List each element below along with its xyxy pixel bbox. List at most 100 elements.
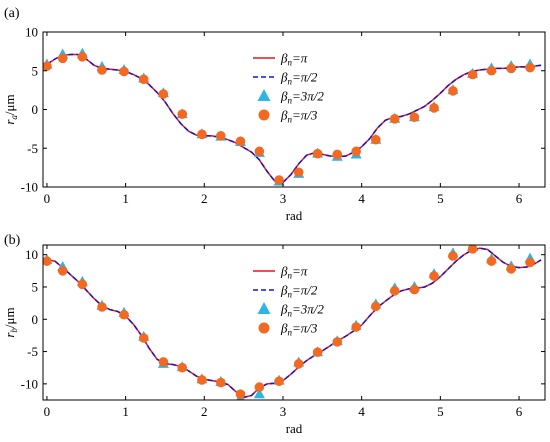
circle-marker	[409, 112, 420, 123]
circle-marker	[486, 65, 497, 76]
y-tick-label: 0	[32, 102, 39, 117]
legend-label-value: =3π/2	[292, 302, 324, 317]
legend-label-value: =π/3	[292, 321, 318, 336]
circle-marker	[138, 74, 149, 85]
legend-label-symbol: β	[280, 89, 288, 104]
panel-a: (a)0 1 2 3 4 5 6-10-50510radra/μmβn=πβn=π/2βn=…	[2, 6, 546, 223]
x-axis-label: rad	[286, 208, 303, 223]
legend-triangle-marker	[257, 302, 271, 314]
y-tick-label: -5	[27, 141, 38, 156]
legend-label-symbol: β	[280, 302, 288, 317]
series-line-pi2	[46, 247, 542, 399]
legend-label-value: =π/2	[292, 283, 318, 298]
legend-label-subscript: n	[287, 96, 292, 106]
legend-label-subscript: n	[287, 115, 292, 125]
y-tick-label: 0	[32, 312, 39, 327]
circle-marker	[235, 389, 246, 399]
circle-marker	[371, 301, 381, 312]
y-tick-label: 5	[32, 279, 39, 294]
legend-label-subscript: n	[287, 77, 292, 87]
circle-marker	[467, 245, 478, 254]
legend-label-symbol: β	[280, 321, 288, 336]
y-tick-label: -5	[27, 344, 38, 359]
legend-label-subscript: n	[287, 271, 292, 281]
x-tick-label: 6	[516, 191, 523, 206]
y-axis-label-unit: /μm	[2, 94, 17, 115]
legend-label-symbol: β	[280, 264, 288, 279]
axes-frame	[42, 244, 546, 401]
x-tick-label: 1	[122, 404, 129, 419]
x-tick-label: 0	[44, 404, 51, 419]
circle-marker	[119, 309, 129, 320]
circle-marker	[197, 375, 207, 385]
circle-marker	[138, 333, 149, 343]
circle-marker	[43, 61, 52, 71]
circle-marker	[43, 256, 52, 266]
legend-label-value: =π	[292, 264, 308, 279]
y-tick-label: -10	[21, 180, 38, 195]
legend-label: βn=π	[280, 51, 308, 68]
triangle-marker	[253, 388, 265, 399]
y-axis-label-symbol: r	[2, 332, 17, 338]
legend-label-subscript: n	[287, 58, 292, 68]
legend-label: βn=π	[280, 264, 308, 281]
y-tick-label: -10	[21, 376, 38, 391]
legend-label: βn=π/2	[280, 283, 318, 300]
x-tick-label: 6	[516, 404, 523, 419]
circle-marker	[158, 357, 169, 367]
circle-marker	[77, 52, 88, 62]
circle-marker	[119, 66, 129, 77]
circle-marker	[274, 175, 284, 185]
panel-b: (b)0 1 2 3 4 5 6-10-50510radrb/μmβn=πβn=π/2βn=…	[2, 233, 546, 436]
circle-marker	[389, 286, 400, 296]
circle-marker	[197, 129, 207, 140]
x-tick-label: 2	[201, 404, 208, 419]
x-tick-label: 2	[201, 191, 208, 206]
circle-marker	[332, 149, 343, 160]
circle-marker	[235, 136, 246, 147]
legend-label: βn=π/3	[280, 321, 318, 338]
x-tick-label: 4	[358, 404, 365, 419]
legend-label: βn=π/3	[280, 108, 318, 125]
y-axis-label-subscript: b	[9, 328, 19, 333]
y-axis-label-subscript: a	[9, 115, 19, 120]
legend-label-symbol: β	[280, 283, 288, 298]
panel-label: (a)	[4, 6, 20, 21]
circle-marker	[177, 109, 188, 119]
y-axis-label-unit: /μm	[2, 307, 17, 328]
series-line-pi2	[46, 53, 542, 185]
circle-marker	[409, 284, 420, 295]
circle-marker	[506, 264, 516, 274]
x-tick-label: 3	[280, 191, 287, 206]
legend-label-subscript: n	[287, 328, 292, 338]
legend-label: βn=3π/2	[280, 302, 324, 319]
circle-marker	[293, 167, 304, 178]
circle-marker	[429, 103, 439, 113]
circle-marker	[312, 347, 323, 358]
legend-label-symbol: β	[280, 108, 288, 123]
x-tick-label: 5	[437, 191, 444, 206]
panel-label: (b)	[4, 233, 21, 248]
circle-marker	[97, 302, 107, 312]
plot-area	[43, 47, 542, 186]
circle-marker	[293, 359, 304, 369]
legend-label-value: =π	[292, 51, 308, 66]
legend-label-symbol: β	[280, 70, 288, 85]
y-axis-label: rb/μm	[2, 307, 19, 337]
y-tick-label: 10	[25, 247, 38, 262]
x-axis-label: rad	[286, 421, 303, 436]
circle-marker	[506, 63, 516, 74]
circle-marker	[525, 257, 535, 268]
circle-marker	[448, 251, 458, 261]
legend-circle-marker	[258, 322, 270, 334]
circle-marker	[467, 69, 478, 80]
y-tick-label: 10	[25, 25, 38, 40]
circle-marker	[371, 134, 381, 145]
x-tick-label: 0	[44, 191, 51, 206]
circle-marker	[389, 114, 400, 124]
legend-triangle-marker	[257, 89, 271, 101]
circle-marker	[216, 131, 226, 141]
x-tick-label: 5	[437, 404, 444, 419]
y-axis-label: ra/μm	[2, 94, 19, 124]
